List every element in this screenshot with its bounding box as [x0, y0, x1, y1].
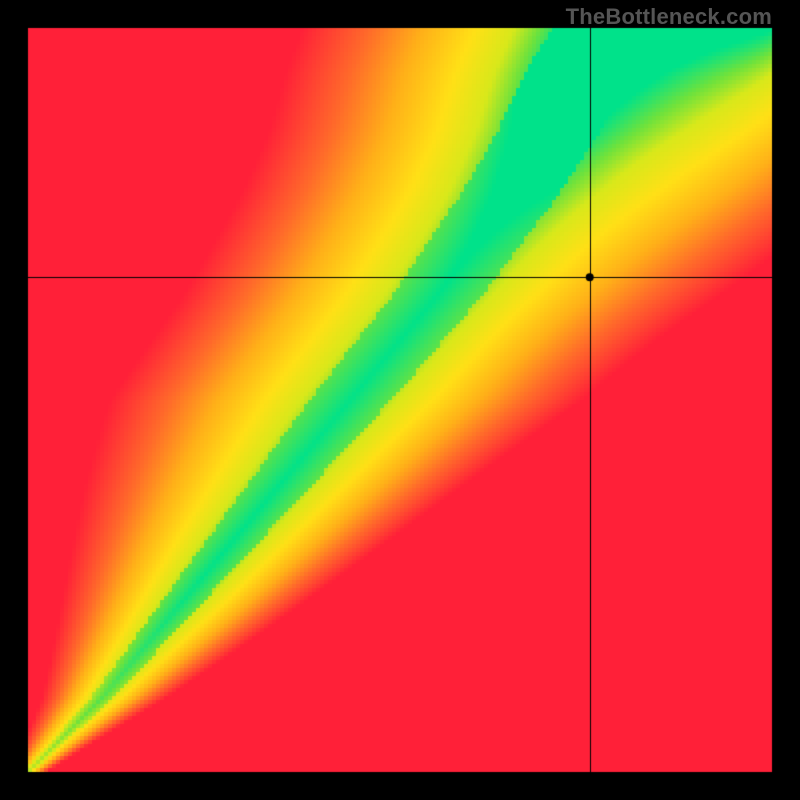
watermark-text: TheBottleneck.com	[566, 4, 772, 30]
bottleneck-heatmap	[0, 0, 800, 800]
chart-container: TheBottleneck.com	[0, 0, 800, 800]
